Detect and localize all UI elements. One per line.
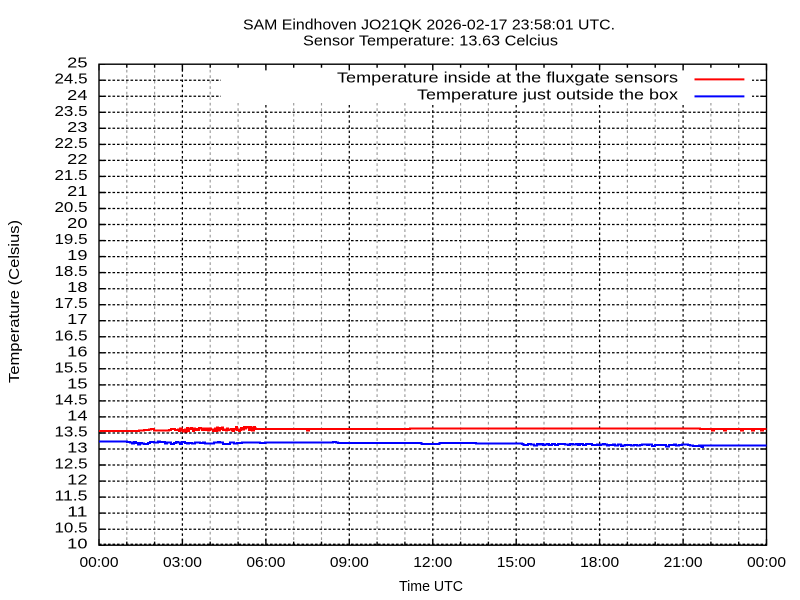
svg-text:00:00: 00:00 xyxy=(80,554,119,571)
svg-text:21.5: 21.5 xyxy=(55,167,88,184)
svg-text:06:00: 06:00 xyxy=(246,554,285,571)
svg-text:16.5: 16.5 xyxy=(55,327,88,344)
svg-text:22: 22 xyxy=(67,151,87,168)
svg-text:23: 23 xyxy=(67,119,87,136)
svg-text:19.5: 19.5 xyxy=(55,231,88,248)
svg-text:12.5: 12.5 xyxy=(55,456,88,473)
svg-text:18:00: 18:00 xyxy=(580,554,619,571)
svg-text:16: 16 xyxy=(67,343,87,360)
svg-text:Sensor Temperature: 13.63 Celc: Sensor Temperature: 13.63 Celcius xyxy=(303,32,558,49)
svg-text:14.5: 14.5 xyxy=(55,391,88,408)
svg-text:Temperature just outside the b: Temperature just outside the box xyxy=(417,86,679,103)
svg-text:SAM Eindhoven JO21QK 2026-02-1: SAM Eindhoven JO21QK 2026-02-17 23:58:01… xyxy=(243,17,615,34)
svg-text:24.5: 24.5 xyxy=(55,71,88,88)
svg-text:20.5: 20.5 xyxy=(55,199,88,216)
svg-text:03:00: 03:00 xyxy=(163,554,202,571)
svg-text:09:00: 09:00 xyxy=(330,554,369,571)
svg-text:15:00: 15:00 xyxy=(497,554,536,571)
svg-text:19: 19 xyxy=(67,247,87,264)
svg-text:13: 13 xyxy=(67,440,87,457)
svg-text:24: 24 xyxy=(67,87,87,104)
svg-text:18.5: 18.5 xyxy=(55,263,88,280)
svg-text:23.5: 23.5 xyxy=(55,103,88,120)
svg-text:17: 17 xyxy=(67,311,87,328)
svg-text:Temperature inside at the flux: Temperature inside at the fluxgate senso… xyxy=(337,70,678,87)
svg-text:00:00: 00:00 xyxy=(747,554,786,571)
svg-text:11: 11 xyxy=(67,504,87,521)
svg-text:18: 18 xyxy=(67,279,87,296)
svg-text:14: 14 xyxy=(67,407,87,424)
svg-text:Temperature (Celsius): Temperature (Celsius) xyxy=(6,220,23,383)
svg-text:22.5: 22.5 xyxy=(55,135,88,152)
svg-text:10: 10 xyxy=(67,536,87,553)
svg-text:11.5: 11.5 xyxy=(55,488,88,505)
svg-text:25: 25 xyxy=(67,55,87,72)
svg-text:17.5: 17.5 xyxy=(55,295,88,312)
svg-text:20: 20 xyxy=(67,215,87,232)
svg-text:Time UTC: Time UTC xyxy=(399,578,463,595)
svg-text:12:00: 12:00 xyxy=(413,554,452,571)
svg-text:12: 12 xyxy=(67,472,87,489)
svg-text:15.5: 15.5 xyxy=(55,359,88,376)
svg-text:15: 15 xyxy=(67,375,87,392)
svg-text:13.5: 13.5 xyxy=(55,423,88,440)
svg-text:21:00: 21:00 xyxy=(664,554,703,571)
svg-text:21: 21 xyxy=(67,183,87,200)
svg-text:10.5: 10.5 xyxy=(55,520,88,537)
